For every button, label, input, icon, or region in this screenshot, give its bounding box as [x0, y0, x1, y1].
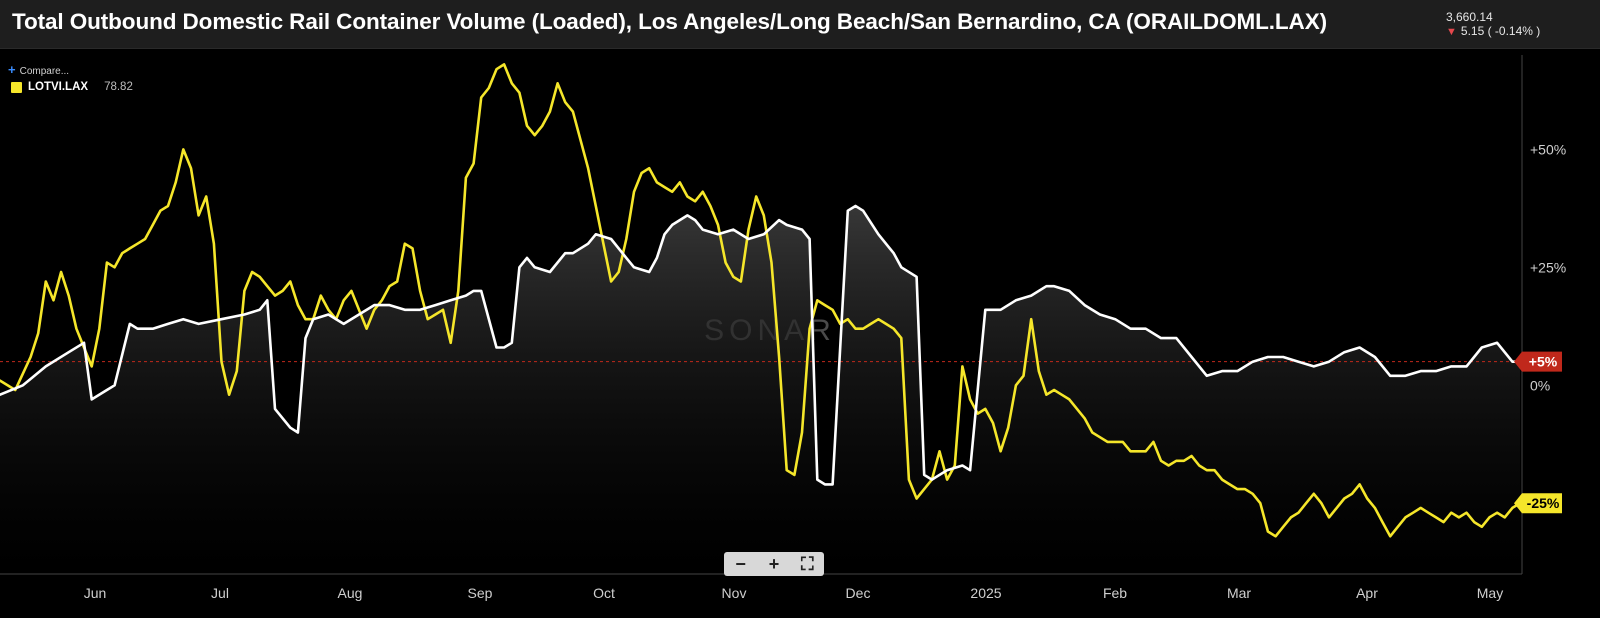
x-tick-label: Sep	[468, 585, 493, 601]
zoom-controls: − + ⛶	[724, 552, 824, 576]
series-layer	[0, 63, 1522, 538]
x-tick-label: Jun	[84, 585, 107, 601]
compare-button[interactable]: + Compare...	[8, 62, 69, 77]
x-tick-labels: Jun Jul Aug Sep Oct Nov Dec 2025 Feb Mar Apr May	[84, 585, 1504, 601]
x-tick-label: Feb	[1103, 585, 1127, 601]
legend-item-lotvi[interactable]: LOTVI.LAX 78.82	[11, 81, 133, 93]
x-tick-label: 2025	[970, 585, 1001, 601]
x-tick-label: Jul	[211, 585, 229, 601]
series-line-oraildoml	[0, 204, 1522, 486]
quote-price: 3,660.14	[1446, 10, 1493, 24]
x-tick-label: Nov	[722, 585, 747, 601]
plus-icon: +	[8, 62, 16, 77]
x-tick-label: Apr	[1356, 585, 1378, 601]
series-area-fill	[0, 206, 1520, 574]
y-tick-label: +25%	[1530, 259, 1566, 275]
legend-value: 78.82	[104, 81, 133, 93]
x-tick-label: May	[1477, 585, 1503, 601]
series-line-lotvi	[0, 63, 1522, 538]
quote-change-row: ▼ 5.15 ( -0.14% )	[1446, 24, 1540, 39]
legend-ticker: LOTVI.LAX	[28, 81, 89, 93]
zoom-out-button[interactable]: −	[735, 554, 746, 574]
y-tick-label: 0%	[1530, 377, 1550, 393]
compare-label: Compare...	[19, 66, 70, 77]
x-tick-label: Mar	[1227, 585, 1251, 601]
x-tick-label: Aug	[338, 585, 363, 601]
x-tick-label: Oct	[593, 585, 615, 601]
y-tick-label: +50%	[1530, 141, 1566, 157]
header-bar: Total Outbound Domestic Rail Container V…	[0, 0, 1600, 49]
page-title: Total Outbound Domestic Rail Container V…	[12, 9, 1328, 34]
value-badges: +5% -25%	[1514, 351, 1562, 514]
arrow-down-icon: ▼	[1446, 26, 1457, 38]
y-tick-labels: +50% +25% 0%	[1530, 141, 1566, 393]
quote-change: 5.15 ( -0.14% )	[1460, 24, 1541, 38]
value-badge-shape	[1514, 493, 1562, 514]
quote-box: 3,660.14 ▼ 5.15 ( -0.14% )	[1446, 10, 1540, 39]
legend-swatch	[11, 81, 22, 93]
area-layer	[0, 206, 1520, 574]
value-badge-shape	[1514, 351, 1562, 372]
fit-screen-button[interactable]: ⛶	[801, 554, 814, 574]
line-chart[interactable]: SONAR JunJulAugSepOctNovDec2025FebMarApr…	[0, 50, 1600, 618]
zoom-in-button[interactable]: +	[768, 554, 780, 574]
x-tick-label: Dec	[846, 585, 871, 601]
value-badge-label: -25%	[1527, 495, 1560, 511]
value-badge-label: +5%	[1529, 354, 1558, 370]
